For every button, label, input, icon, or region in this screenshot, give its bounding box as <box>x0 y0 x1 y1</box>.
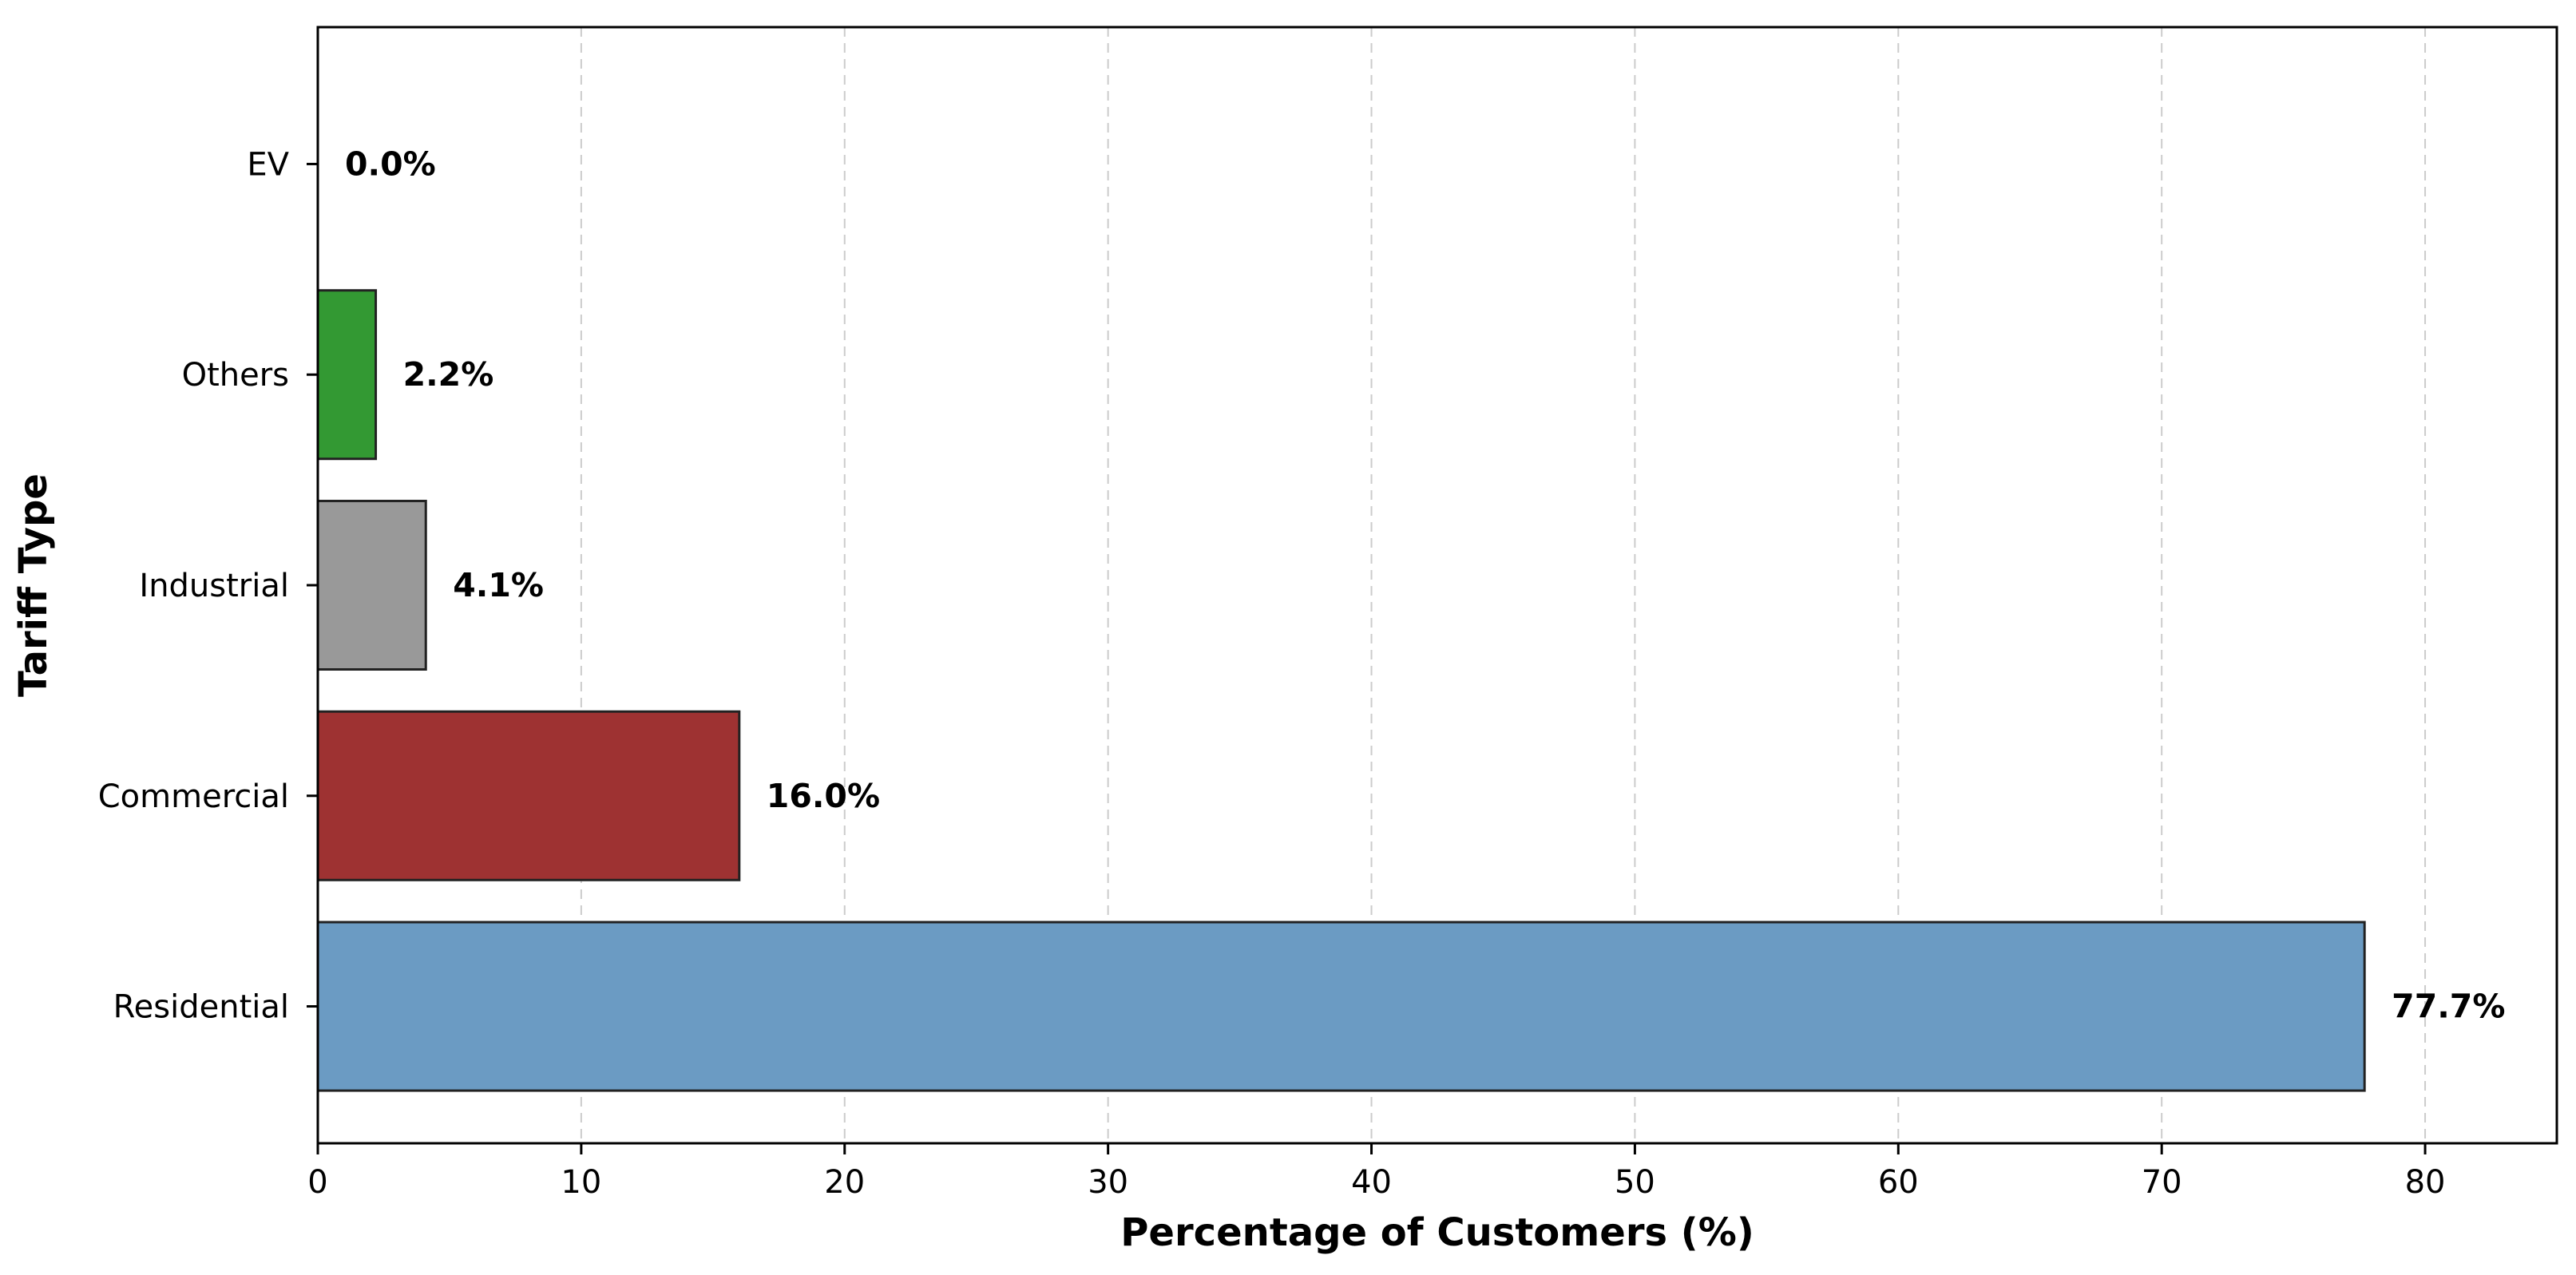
x-tick-label: 30 <box>1088 1164 1128 1201</box>
bar-commercial <box>316 710 741 881</box>
x-tick-label: 50 <box>1615 1164 1655 1201</box>
data-label: 16.0% <box>767 777 880 815</box>
x-tick-label: 40 <box>1351 1164 1392 1201</box>
bars <box>316 289 2366 1092</box>
bar-industrial <box>316 499 427 671</box>
y-tick-label: Industrial <box>139 568 289 604</box>
x-tick-label: 60 <box>1878 1164 1919 1201</box>
x-axis-ticks: 0 10 20 30 40 50 60 70 80 <box>307 1143 2446 1201</box>
data-label: 77.7% <box>2392 988 2505 1026</box>
x-tick-label: 10 <box>561 1164 601 1201</box>
y-tick-label: Commercial <box>98 778 289 815</box>
x-axis-title: Percentage of Customers (%) <box>1120 1210 1754 1255</box>
data-labels: 77.7% 16.0% 4.1% 2.2% 0.0% <box>345 145 2505 1025</box>
x-tick-label: 70 <box>2142 1164 2182 1201</box>
data-label: 4.1% <box>453 566 544 604</box>
x-tick-label: 0 <box>307 1164 327 1201</box>
y-tick-label: Others <box>182 357 289 394</box>
x-tick-label: 20 <box>824 1164 865 1201</box>
y-tick-label: EV <box>247 146 289 183</box>
y-axis-ticks: Residential Commercial Industrial Others EV <box>98 146 318 1026</box>
data-label: 2.2% <box>403 355 494 394</box>
data-label: 0.0% <box>345 145 436 183</box>
y-tick-label: Residential <box>113 989 289 1026</box>
x-tick-label: 80 <box>2405 1164 2446 1201</box>
bar-residential <box>316 921 2366 1092</box>
bar-others <box>316 289 378 461</box>
y-axis-title: Tariff Type <box>11 473 56 697</box>
